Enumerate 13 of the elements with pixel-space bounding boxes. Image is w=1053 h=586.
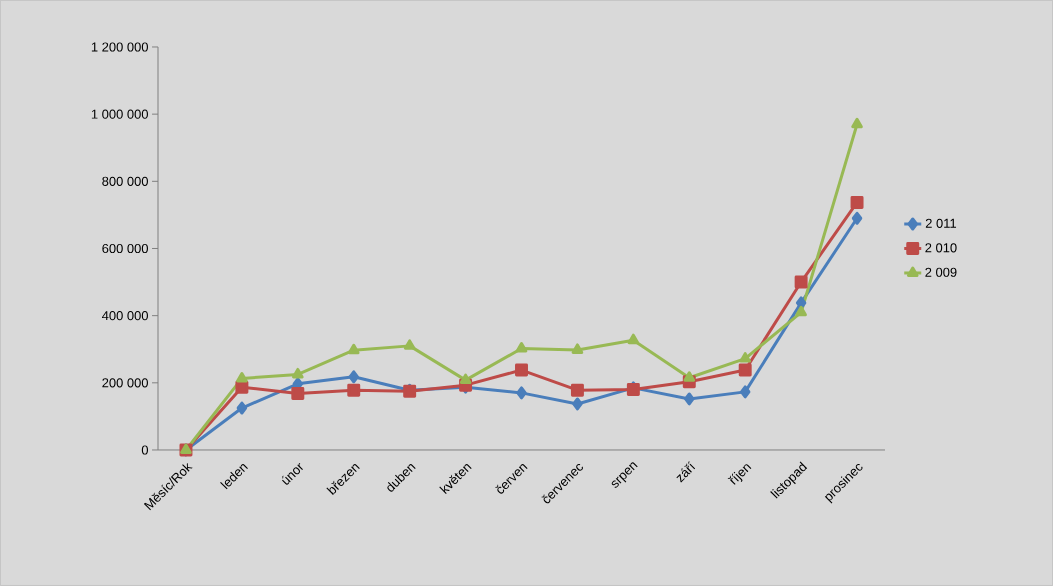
legend-label: 2 009 xyxy=(925,267,957,277)
y-tick-label: 1 000 000 xyxy=(91,109,148,119)
y-tick-label: 600 000 xyxy=(102,243,148,254)
y-tick-label: 200 000 xyxy=(102,378,148,388)
x-tick-label: září xyxy=(676,460,696,483)
y-tick-label: 400 000 xyxy=(101,311,148,321)
legend-label: 2 011 xyxy=(925,218,957,228)
legend-label: 2 010 xyxy=(925,243,957,253)
y-tick-label: 1 200 000 xyxy=(91,42,148,52)
x-tick-label: únor xyxy=(282,462,303,485)
x-tick-label: říjen xyxy=(727,464,752,485)
y-tick-label: 800 000 xyxy=(102,176,148,186)
y-tick-label: 0 xyxy=(141,445,149,455)
